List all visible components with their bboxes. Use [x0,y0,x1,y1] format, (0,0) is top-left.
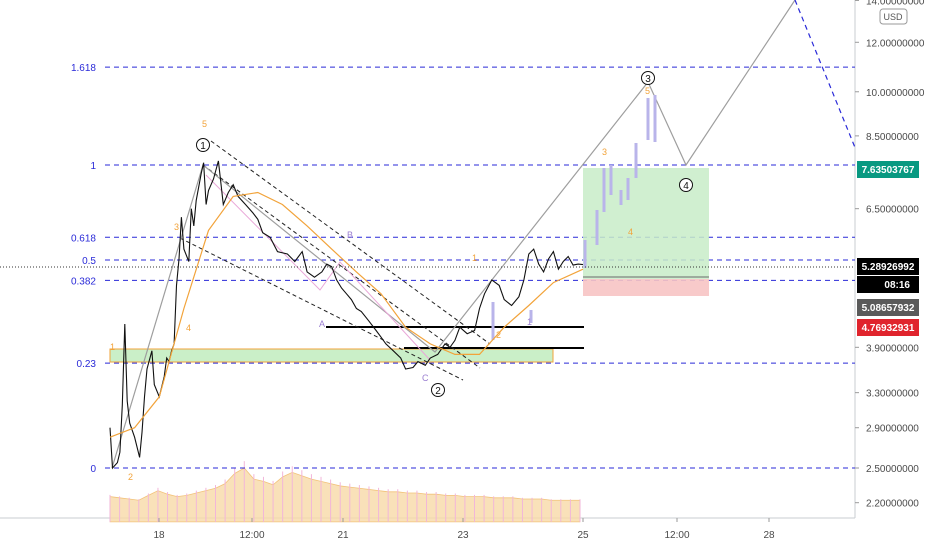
price-tag-target: 7.63503767 [857,161,919,178]
channel-line-2 [202,164,481,369]
wave-label-C: C [422,373,429,383]
svg-text:1: 1 [200,141,206,152]
series-layer [109,160,584,470]
fib-levels: 1.618 1 0.618 0.5 0.382 0.23 0 [71,63,855,475]
svg-text:5.28926992: 5.28926992 [862,262,915,273]
y-tick-label-1: 12.00000000 [866,38,925,49]
y-tick-label-5: 3.90000000 [866,343,919,354]
price-tag-ma: 5.08657932 [857,299,919,316]
y-tick-label-7: 2.90000000 [866,424,919,435]
svg-text:USD: USD [883,12,903,22]
wave-label-A: A [319,319,325,329]
wave-label-1: 1 [110,342,115,352]
fib-label-0: 1.618 [71,63,96,74]
y-tick-label-9: 2.20000000 [866,499,919,510]
projection-candles [491,95,657,340]
y-tick-label-8: 2.50000000 [866,464,919,475]
svg-text:2: 2 [435,386,441,397]
circle-label-3: 3 [641,71,655,85]
wave-labels: 5 3 4 1 2 1 2 3 4 5 1 [110,86,650,482]
x-tick-label-6: 28 [763,530,775,541]
price-axis-ticks: 14.00000000 12.00000000 10.00000000 8.50000… [855,0,925,510]
channel-line-1 [210,140,491,345]
svg-text:4.76932931: 4.76932931 [862,323,915,334]
support-zone [109,348,554,363]
time-axis-ticks: 18 12:00 21 23 25 12:00 28 [153,518,775,541]
volume-layer [109,461,581,523]
sub-label-5: 5 [645,86,650,96]
sub-label-1: 1 [472,253,477,263]
wave-label-2: 2 [128,472,133,482]
x-tick-label-5: 12:00 [664,530,689,541]
stop-zone [583,279,709,296]
circle-label-1: 1 [196,138,210,152]
price-line [109,160,584,470]
fib-label-3: 0.5 [82,256,96,267]
projection-path [111,0,796,469]
svg-text:3: 3 [645,74,651,85]
wave-label-5: 5 [202,119,207,129]
x-tick-label-4: 25 [577,530,589,541]
wave-label-4: 4 [186,323,191,333]
fib-label-2: 0.618 [71,233,96,244]
sub-label-3: 3 [602,147,607,157]
fib-label-1: 1 [90,161,96,172]
fib-label-4: 0.382 [71,276,96,287]
y-tick-label-2: 10.00000000 [866,88,925,99]
svg-text:5.08657932: 5.08657932 [862,303,915,314]
y-tick-label-6: 3.30000000 [866,389,919,400]
price-tag-last: 5.28926992 [857,258,919,275]
sub-label-4: 4 [628,227,633,237]
circle-label-2: 2 [431,383,445,397]
y-tick-label-3: 8.50000000 [866,132,919,143]
x-tick-label-1: 12:00 [239,530,264,541]
sub-label-2: 2 [496,330,501,340]
price-tag-stop: 4.76932931 [857,319,919,336]
wave-label-B: B [347,230,353,240]
price-tag-countdown: 08:16 [857,276,919,293]
svg-text:7.63503767: 7.63503767 [862,165,915,176]
fib-label-5: 0.23 [77,359,97,370]
x-tick-label-3: 23 [457,530,469,541]
x-tick-label-2: 21 [337,530,349,541]
currency-badge[interactable]: USD [879,8,908,25]
plot-area [0,0,855,518]
channel-line-3 [179,237,464,381]
x-tick-label-0: 18 [153,530,165,541]
fib-label-6: 0 [90,464,96,475]
y-tick-label-4: 6.50000000 [866,205,919,216]
correction-labels: A B C [319,230,429,383]
moving-average-line [109,191,584,438]
circle-label-4: 4 [679,178,693,192]
y-tick-label-0: 14.00000000 [866,0,925,7]
wave-label-3: 3 [174,222,179,232]
label-small-1: 1 [527,317,532,327]
svg-text:4: 4 [683,181,689,192]
svg-text:08:16: 08:16 [884,280,910,291]
